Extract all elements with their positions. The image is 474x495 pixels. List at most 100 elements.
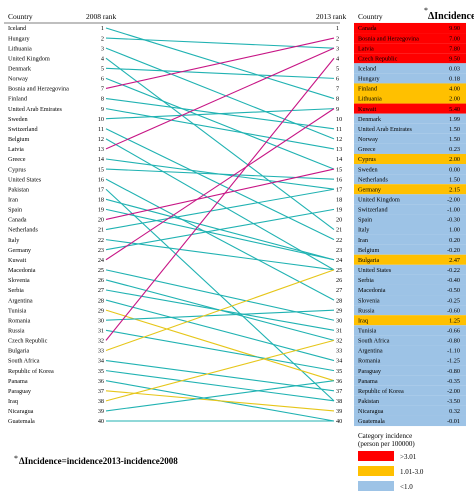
rank-2008-label: 28: [98, 297, 104, 304]
delta-label: 0.32: [449, 408, 460, 415]
right-row-bg: [354, 43, 466, 54]
delta-label: 1.50: [449, 126, 460, 133]
slope-line: [105, 178, 335, 301]
slope-line: [105, 339, 335, 402]
right-country-label: Kuwait: [358, 106, 376, 113]
rank-2008-label: 16: [98, 176, 104, 183]
rank-2008-label: 36: [98, 378, 104, 385]
right-country-label: Republic of Korea: [358, 388, 404, 395]
rank-2008-label: 29: [98, 307, 104, 314]
rank-2008-label: 35: [98, 368, 104, 375]
right-row-bg: [354, 345, 466, 356]
delta-label: 1.50: [449, 176, 460, 183]
rank-2013-label: 30: [336, 317, 342, 324]
right-row-bg: [354, 355, 466, 366]
rank-2013-label: 24: [336, 257, 342, 264]
right-country-label: Lithuania: [358, 96, 382, 103]
left-country-label: Belgium: [8, 136, 29, 143]
slope-line: [105, 37, 335, 49]
right-row-bg: [354, 33, 466, 44]
rank-2008-label: 34: [98, 358, 104, 365]
delta-label: -0.66: [447, 328, 460, 335]
right-row-bg: [354, 264, 466, 275]
left-country-label: Cyprus: [8, 166, 26, 173]
rank-2013-label: 10: [336, 116, 342, 123]
left-country-label: United Arab Emirates: [8, 106, 63, 113]
rank-2008-label: 2: [101, 35, 104, 42]
rank-2008-label: 20: [98, 217, 104, 224]
slope-line: [105, 309, 335, 321]
slope-line: [105, 269, 335, 351]
right-country-label: Panama: [358, 378, 378, 385]
left-country-label: Serbia: [8, 287, 24, 294]
left-country-label: Paraguay: [8, 388, 32, 395]
right-country-label: Finland: [358, 86, 378, 93]
rank-2013-label: 18: [336, 197, 342, 204]
delta-label: 1.99: [449, 116, 460, 123]
rank-2008-label: 37: [98, 388, 104, 395]
left-country-label: Iceland: [8, 25, 27, 32]
legend-subtitle: (person per 100000): [358, 440, 415, 448]
rank-2013-label: 13: [336, 146, 342, 153]
header-delta-star: *: [424, 6, 428, 15]
legend-swatch: [358, 481, 394, 491]
left-country-label: South Africa: [8, 358, 40, 365]
slope-line: [105, 108, 335, 261]
delta-labels: 9.90 7.00 7.80 9.50 0.03 0.18 4.00 2.00 5.40 1.99…: [447, 25, 460, 425]
header-country-right: Country: [358, 12, 383, 21]
delta-label: 5.40: [449, 106, 460, 113]
rank-2013-label: 3: [336, 45, 339, 52]
rank-2013-label: 7: [336, 86, 339, 93]
left-country-label: Greece: [8, 156, 26, 163]
right-row-bg: [354, 234, 466, 245]
right-country-label: United Arab Emirates: [358, 126, 413, 133]
right-country-label: Macedonia: [358, 287, 386, 294]
slope-line: [105, 309, 335, 382]
delta-label: -0.50: [447, 287, 460, 294]
slope-line: [105, 138, 335, 271]
rank-2013-label: 23: [336, 247, 342, 254]
delta-label: -0.30: [447, 217, 460, 224]
right-row-bg: [354, 22, 466, 34]
delta-label: 2.00: [449, 96, 460, 103]
slope-line: [105, 108, 335, 120]
slope-line: [105, 108, 335, 150]
right-row-bg: [354, 153, 466, 165]
delta-label: -3.50: [447, 398, 460, 405]
right-row-bg: [354, 405, 466, 416]
rank-2013-label: 16: [336, 176, 342, 183]
right-country-label: Iran: [358, 237, 368, 244]
right-row-bg: [354, 224, 466, 235]
rank-2008-label: 33: [98, 348, 104, 355]
slope-line: [105, 47, 335, 150]
rank-2008-label: 39: [98, 408, 104, 415]
delta-label: -0.22: [447, 267, 460, 274]
rank-2008-label: 18: [98, 197, 104, 204]
right-country-label: Canada: [358, 25, 377, 32]
slope-line: [105, 57, 335, 341]
left-country-label: Guatemala: [8, 418, 35, 425]
left-country-label: Hungary: [8, 35, 31, 42]
rank-2008-label: 17: [98, 186, 104, 193]
rank-2013-label: 4: [336, 55, 339, 62]
rank-2008-label: 6: [101, 76, 104, 83]
rank-2008-label: 26: [98, 277, 104, 284]
left-country-label: Republic of Korea: [8, 368, 54, 375]
left-country-label: Spain: [8, 207, 22, 214]
rank-2008-label: 15: [98, 166, 104, 173]
right-country-label: Argentina: [358, 348, 383, 355]
right-row-bg: [354, 123, 466, 134]
rank-2013-label: 6: [336, 76, 339, 83]
rank-2013-label: 34: [336, 358, 342, 365]
header-2013-rank: 2013 rank: [316, 12, 346, 21]
rank-2013-label: 37: [336, 388, 342, 395]
delta-label: 1.00: [449, 227, 460, 234]
delta-label: -0.35: [447, 378, 460, 385]
formula-text: ΔIncidence=incidence2013-incidence2008: [19, 456, 178, 466]
right-country-label: Cyprus: [358, 156, 376, 163]
rank-2008-label: 7: [101, 86, 104, 93]
rank-2008-label: 31: [98, 328, 104, 335]
right-row-bg: [354, 395, 466, 406]
right-country-label: Iraq: [358, 317, 368, 324]
